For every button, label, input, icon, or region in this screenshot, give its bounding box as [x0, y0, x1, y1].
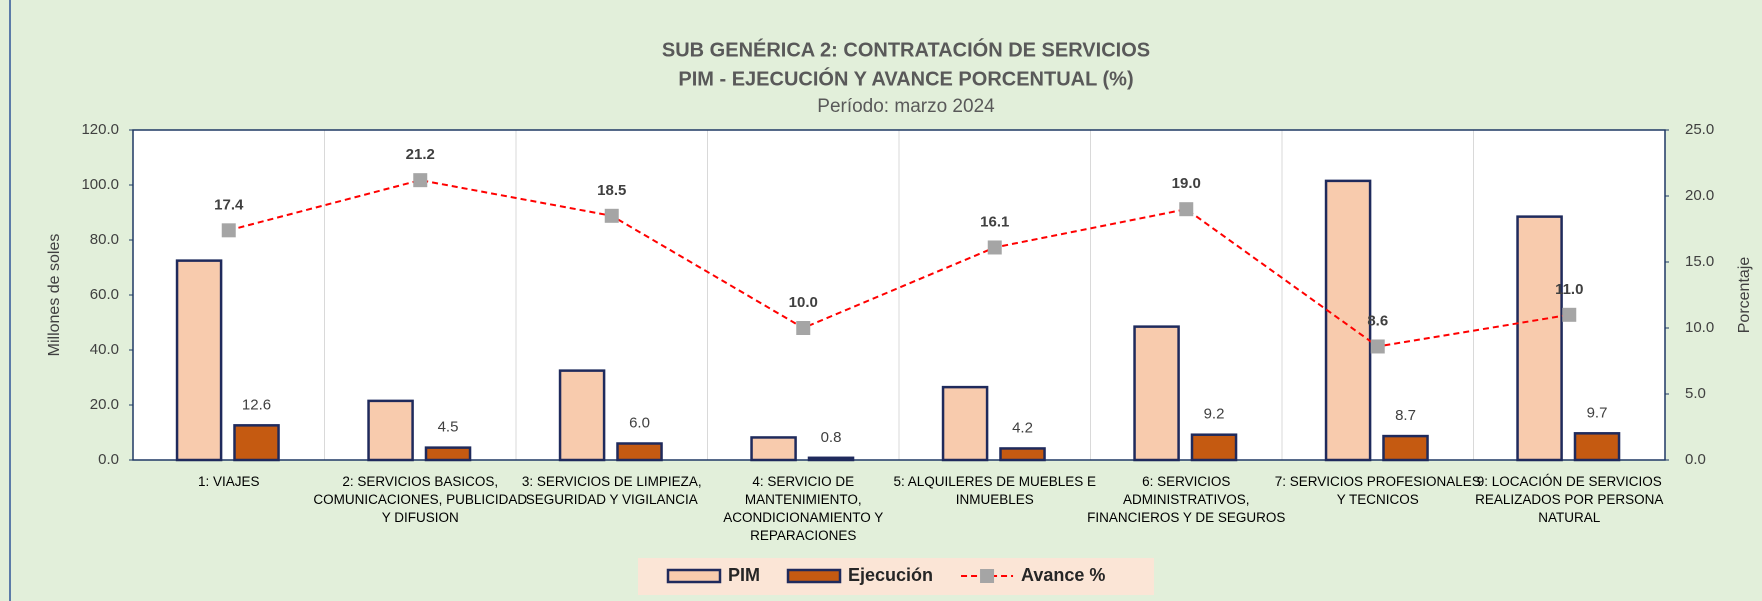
y2-tick-label: 15.0	[1685, 253, 1714, 270]
data-label: 11.0	[1555, 281, 1583, 298]
y-tick-label: 80.0	[90, 231, 119, 248]
y-tick-label: 100.0	[81, 176, 119, 193]
bar	[1516, 215, 1563, 462]
x-tick-label: 5: ALQUILERES DE MUEBLES E INMUEBLES	[893, 474, 1096, 507]
bar	[233, 424, 280, 462]
bar	[175, 259, 223, 462]
data-label: 16.1	[980, 213, 1009, 230]
line	[228, 179, 1570, 348]
legend-swatch	[666, 568, 722, 584]
bar	[999, 447, 1046, 462]
legend-swatch	[786, 568, 842, 584]
y2-axis-label: Porcentaje	[1736, 257, 1753, 334]
bar	[1190, 433, 1238, 462]
chart-period: Período: marzo 2024	[817, 96, 995, 117]
bar	[367, 399, 414, 462]
x-tick-label: 4: SERVICIO DE MANTENIMIENTO, ACONDICIONAM…	[723, 474, 883, 543]
legend-marker	[980, 569, 995, 583]
chart-title: SUB GENÉRICA 2: CONTRATACIÓN DE SERVICIO…	[662, 37, 1150, 61]
data-label: 6.0	[629, 414, 650, 431]
bar	[424, 446, 472, 462]
data-label: 9.2	[1204, 406, 1225, 423]
data-label: 8.6	[1367, 312, 1388, 329]
x-tick-label: 6: SERVICIOS ADMINISTRATIVOS, FINANCIEROS …	[1087, 474, 1285, 525]
y2-tick-label: 0.0	[1685, 451, 1706, 468]
line-marker	[987, 240, 1002, 255]
bar	[1324, 179, 1372, 462]
y-axis-label: Millones de soles	[46, 234, 63, 357]
bar	[1382, 434, 1429, 462]
y-tick-label: 60.0	[90, 286, 119, 303]
data-label: 17.4	[214, 196, 244, 213]
bar	[941, 385, 989, 462]
y-tick-label: 120.0	[81, 121, 119, 138]
y2-tick-label: 20.0	[1685, 187, 1714, 204]
data-label: 12.6	[242, 396, 271, 413]
bar	[807, 456, 855, 462]
data-label: 19.0	[1172, 175, 1201, 192]
line-marker	[1562, 307, 1577, 322]
x-tick-label: 7: SERVICIOS PROFESIONALES Y TECNICOS	[1275, 474, 1481, 507]
line-marker	[221, 223, 236, 238]
data-label: 0.8	[821, 429, 842, 446]
y2-tick-label: 25.0	[1685, 121, 1714, 138]
line-marker	[796, 321, 811, 335]
y2-tick-label: 10.0	[1685, 319, 1714, 336]
y-tick-label: 20.0	[90, 396, 119, 413]
data-label: 8.7	[1395, 407, 1416, 424]
x-tick-label: 1: VIAJES	[198, 474, 260, 489]
bar	[616, 442, 663, 462]
line-marker	[604, 208, 619, 223]
data-label: 4.2	[1012, 419, 1033, 436]
data-label: 18.5	[597, 182, 626, 199]
legend-box	[638, 558, 1154, 595]
line-marker	[413, 173, 428, 188]
x-tick-label: 3: SERVICIOS DE LIMPIEZA, SEGURIDAD Y VIG…	[522, 474, 702, 507]
x-tick-label: 2: SERVICIOS BASICOS, COMUNICACIONES, PUB…	[313, 474, 527, 525]
bar	[1573, 432, 1621, 462]
bar	[558, 369, 606, 462]
chart-subtitle: PIM - EJECUCIÓN Y AVANCE PORCENTUAL (%)	[678, 66, 1133, 90]
data-label: 4.5	[438, 419, 459, 436]
bar	[1133, 325, 1180, 462]
bar	[750, 436, 797, 462]
y-tick-label: 0.0	[98, 451, 119, 468]
y-tick-label: 40.0	[90, 341, 119, 358]
data-label: 10.0	[789, 294, 818, 311]
legend-label: PIM	[728, 565, 760, 585]
x-tick-label: 9: LOCACIÓN DE SERVICIOS REALIZADOS POR P…	[1475, 474, 1663, 525]
legend-label: Ejecución	[848, 565, 933, 585]
data-label: 9.7	[1587, 404, 1608, 421]
line-marker	[1179, 202, 1194, 217]
legend-label: Avance %	[1021, 565, 1105, 585]
data-label: 21.2	[406, 146, 435, 163]
y2-tick-label: 5.0	[1685, 385, 1706, 402]
line-marker	[1370, 339, 1385, 354]
